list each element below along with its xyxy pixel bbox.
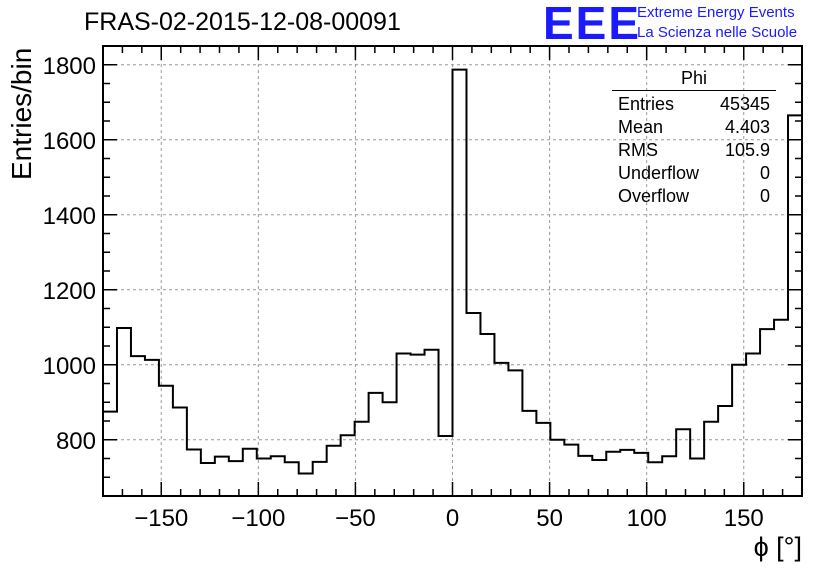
stats-label: Entries [618, 94, 675, 114]
y-tick-label: 1800 [43, 53, 96, 80]
histogram-outline [103, 68, 802, 475]
stats-label: RMS [618, 140, 658, 160]
axis-tick-labels: −150 −100 −50 0 50 100 150 800 1000 1200 1400 1600 1… [43, 53, 764, 532]
y-tick-label: 1200 [43, 278, 96, 305]
x-axis-label: ϕ [°] [753, 532, 802, 562]
y-tick-label: 1600 [43, 128, 96, 155]
stats-row: Entries 45345 [612, 93, 776, 116]
eee-logo: EEE [543, 0, 642, 49]
axis-ticks [102, 45, 803, 496]
x-tick-label: 150 [724, 505, 764, 532]
stats-value: 105.9 [724, 140, 770, 160]
x-tick-label: 50 [536, 505, 563, 532]
y-tick-label: 1000 [43, 353, 96, 380]
stats-value: 0 [759, 186, 770, 206]
stats-title: Phi [612, 68, 776, 91]
y-axis-label: Entries/bin [6, 47, 37, 180]
y-tick-label: 800 [56, 428, 96, 455]
x-tick-label: −100 [231, 505, 285, 532]
x-tick-label: 0 [446, 505, 459, 532]
stats-row: Mean 4.403 [612, 116, 776, 139]
stats-value: 45345 [719, 94, 770, 114]
plot-frame [102, 45, 803, 497]
stats-value: 0 [759, 163, 770, 183]
x-tick-label: −150 [134, 505, 188, 532]
y-tick-label: 1400 [43, 203, 96, 230]
stats-row: Underflow 0 [612, 162, 776, 185]
x-tick-label: −50 [335, 505, 376, 532]
chart-title: FRAS-02-2015-12-08-00091 [84, 8, 401, 36]
stats-label: Overflow [618, 186, 690, 206]
stats-value: 4.403 [724, 117, 770, 137]
logo-line-2: La Scienza nelle Scuole [637, 24, 798, 41]
stats-box: Phi Entries 45345 Mean 4.403 RMS 105.9 U… [612, 68, 776, 208]
stats-label: Mean [618, 117, 664, 137]
stats-row: Overflow 0 [612, 185, 776, 208]
logo-line-1: Extreme Energy Events [637, 4, 795, 21]
stats-row: RMS 105.9 [612, 139, 776, 162]
stats-label: Underflow [618, 163, 700, 183]
x-tick-label: 100 [627, 505, 667, 532]
